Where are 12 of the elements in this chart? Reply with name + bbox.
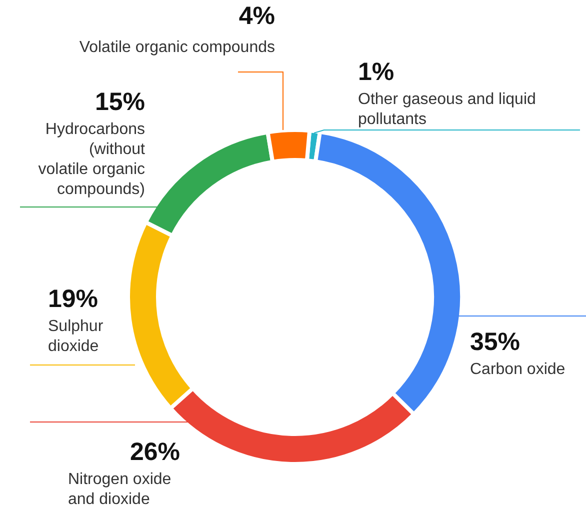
slice-label: Hydrocarbons (without volatile organic compounds) <box>38 121 146 198</box>
data-label: 4% <box>238 2 275 30</box>
slice-label: Nitrogen oxide and dioxide <box>68 471 172 508</box>
data-label: 35% <box>470 328 520 356</box>
slice-label: Volatile organic compounds <box>79 39 275 56</box>
data-label: 15% <box>94 88 145 116</box>
slice-label: Sulphur dioxide <box>48 318 104 355</box>
slice-label: Other gaseous and liquid pollutants <box>358 91 536 128</box>
data-label: 26% <box>130 438 180 466</box>
data-label: 19% <box>48 285 98 313</box>
slice-label: Carbon oxide <box>470 361 566 378</box>
data-label: 1% <box>358 58 394 86</box>
